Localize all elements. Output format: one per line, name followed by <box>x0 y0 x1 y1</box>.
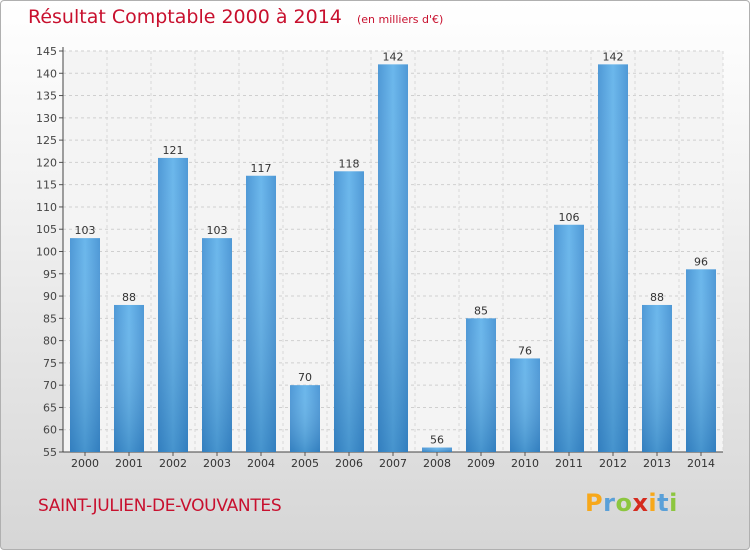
logo-letter: r <box>603 489 616 517</box>
x-tick-label: 2012 <box>599 457 627 470</box>
bar-shade <box>466 318 496 452</box>
bar-shade <box>510 358 540 452</box>
x-tick-label: 2004 <box>247 457 275 470</box>
bar-shade <box>598 64 628 452</box>
x-tick-label: 2007 <box>379 457 407 470</box>
x-tick-label: 2002 <box>159 457 187 470</box>
data-label: 121 <box>163 144 184 157</box>
logo-letter: o <box>615 489 633 517</box>
data-label: 76 <box>518 344 532 357</box>
x-tick-label: 2009 <box>467 457 495 470</box>
bar-shade <box>378 64 408 452</box>
commune-name: SAINT-JULIEN-DE-VOUVANTES <box>38 496 282 516</box>
x-tick-label: 2005 <box>291 457 319 470</box>
bar-shade <box>246 175 276 452</box>
bar-shade <box>70 238 100 452</box>
chart-header: Résultat Comptable 2000 à 2014 (en milli… <box>28 6 443 28</box>
bar-shade <box>642 304 672 452</box>
logo-letter: t <box>657 489 670 517</box>
bar-shade <box>290 385 320 452</box>
data-label: 96 <box>694 255 708 268</box>
y-tick-label: 55 <box>43 446 57 459</box>
y-tick-label: 85 <box>43 312 57 325</box>
x-tick-label: 2011 <box>555 457 583 470</box>
y-tick-label: 65 <box>43 401 57 414</box>
y-tick-label: 135 <box>36 90 57 103</box>
y-tick-label: 140 <box>36 67 57 80</box>
logo-letter: i <box>648 489 658 517</box>
chart-subtitle: (en milliers d'€) <box>356 13 444 26</box>
data-label: 142 <box>383 50 404 63</box>
bar-shade <box>334 171 364 453</box>
x-tick-label: 2008 <box>423 457 451 470</box>
y-tick-label: 100 <box>36 246 57 259</box>
y-tick-label: 125 <box>36 134 57 147</box>
data-label: 103 <box>207 224 228 237</box>
bar-shade <box>554 224 584 452</box>
bars <box>70 64 716 453</box>
x-tick-label: 2003 <box>203 457 231 470</box>
data-label: 103 <box>75 224 96 237</box>
y-tick-label: 70 <box>43 379 57 392</box>
y-tick-label: 80 <box>43 335 57 348</box>
labels: 55 60 65 70 75 80 85 90 95 100 105 110 115 120 125 130 1… <box>36 45 715 470</box>
y-tick-label: 110 <box>36 201 57 214</box>
y-tick-label: 130 <box>36 112 57 125</box>
y-tick-label: 95 <box>43 268 57 281</box>
bar-shade <box>686 269 716 452</box>
data-label: 117 <box>251 162 272 175</box>
x-tick-label: 2010 <box>511 457 539 470</box>
y-tick-label: 145 <box>36 45 57 58</box>
x-tick-label: 2013 <box>643 457 671 470</box>
data-label: 142 <box>603 50 624 63</box>
data-label: 88 <box>650 291 664 304</box>
logo-letter: x <box>632 489 649 517</box>
bar-shade <box>158 157 188 452</box>
y-tick-label: 75 <box>43 357 57 370</box>
x-tick-label: 2006 <box>335 457 363 470</box>
y-tick-label: 105 <box>36 223 57 236</box>
y-tick-label: 120 <box>36 156 57 169</box>
x-tick-label: 2001 <box>115 457 143 470</box>
data-label: 70 <box>298 371 312 384</box>
x-tick-label: 2014 <box>687 457 715 470</box>
y-tick-label: 60 <box>43 424 57 437</box>
logo-letter: P <box>585 489 604 517</box>
logo-letter: i <box>669 489 678 517</box>
chart-title: Résultat Comptable 2000 à 2014 <box>28 6 342 28</box>
x-tick-label: 2000 <box>71 457 99 470</box>
data-label: 85 <box>474 304 488 317</box>
proxiti-logo: Proxiti <box>585 489 678 517</box>
bar-shade <box>114 304 144 452</box>
data-label: 118 <box>339 157 360 170</box>
bar-shade <box>422 447 452 452</box>
bar-shade <box>202 238 232 452</box>
data-label: 56 <box>430 434 444 447</box>
data-label: 88 <box>122 291 136 304</box>
data-label: 106 <box>559 211 580 224</box>
y-tick-label: 90 <box>43 290 57 303</box>
y-tick-label: 115 <box>36 179 57 192</box>
